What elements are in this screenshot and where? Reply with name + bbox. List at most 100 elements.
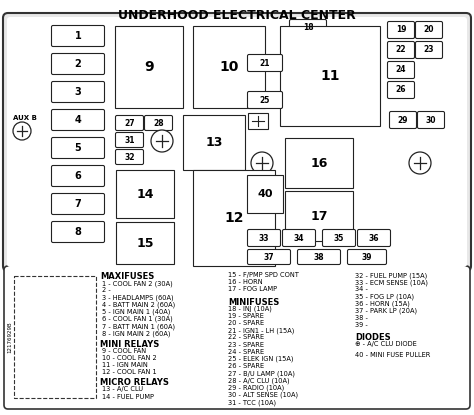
Bar [280, 26, 380, 126]
Text: MAXIFUSES: MAXIFUSES [100, 272, 154, 281]
Text: UNDERHOOD ELECTRICAL CENTER: UNDERHOOD ELECTRICAL CENTER [118, 9, 356, 22]
Text: 19: 19 [396, 25, 406, 34]
FancyBboxPatch shape [52, 110, 104, 130]
FancyBboxPatch shape [116, 132, 144, 147]
Text: 37: 37 [264, 252, 274, 261]
Text: 13 - A/C CLU: 13 - A/C CLU [102, 386, 143, 393]
FancyBboxPatch shape [247, 229, 281, 247]
Text: 11: 11 [320, 69, 340, 83]
FancyBboxPatch shape [416, 42, 443, 59]
Text: MINIFUSES: MINIFUSES [228, 298, 279, 307]
Bar [116, 222, 174, 264]
FancyBboxPatch shape [145, 115, 173, 130]
FancyBboxPatch shape [247, 54, 283, 71]
Text: 6 - COOL FAN 1 (30A): 6 - COOL FAN 1 (30A) [102, 316, 173, 322]
FancyBboxPatch shape [388, 61, 414, 78]
Text: 25: 25 [260, 95, 270, 105]
Text: 4: 4 [74, 115, 82, 125]
Text: 33: 33 [259, 234, 269, 242]
Text: 16: 16 [310, 156, 328, 169]
Circle shape [151, 130, 173, 152]
Text: 24: 24 [396, 66, 406, 75]
Text: 39: 39 [362, 252, 372, 261]
Text: 33 - ECM SENSE (10A): 33 - ECM SENSE (10A) [355, 279, 428, 286]
Text: 35 - FOG LP (10A): 35 - FOG LP (10A) [355, 293, 414, 300]
Text: 40: 40 [257, 189, 273, 199]
FancyBboxPatch shape [247, 91, 283, 108]
Text: 30 - ALT SENSE (10A): 30 - ALT SENSE (10A) [228, 392, 298, 398]
Text: 18 - INJ (10A): 18 - INJ (10A) [228, 305, 272, 312]
Text: 9 - COOL FAN: 9 - COOL FAN [102, 348, 146, 354]
Text: 37 - PARK LP (20A): 37 - PARK LP (20A) [355, 308, 417, 315]
Text: 5 - IGN MAIN 1 (40A): 5 - IGN MAIN 1 (40A) [102, 309, 170, 315]
Bar [116, 170, 174, 218]
Text: 14: 14 [136, 188, 154, 200]
FancyBboxPatch shape [357, 229, 391, 247]
Text: 32 - FUEL PUMP (15A): 32 - FUEL PUMP (15A) [355, 272, 427, 278]
FancyBboxPatch shape [116, 149, 144, 164]
Text: 4 - BATT MAIN 2 (60A): 4 - BATT MAIN 2 (60A) [102, 302, 175, 308]
Text: 22: 22 [396, 46, 406, 54]
Bar [115, 26, 183, 108]
Text: 38 -: 38 - [355, 315, 368, 321]
Text: 40 - MINI FUSE PULLER: 40 - MINI FUSE PULLER [355, 352, 430, 358]
Text: 25 - ELEK IGN (15A): 25 - ELEK IGN (15A) [228, 356, 293, 362]
FancyBboxPatch shape [52, 166, 104, 186]
FancyBboxPatch shape [416, 22, 443, 39]
FancyBboxPatch shape [283, 229, 316, 247]
Text: 15: 15 [136, 237, 154, 249]
Text: 10 - COOL FAN 2: 10 - COOL FAN 2 [102, 355, 157, 361]
Text: 1 - COOL FAN 2 (30A): 1 - COOL FAN 2 (30A) [102, 280, 173, 286]
FancyBboxPatch shape [247, 249, 291, 264]
FancyBboxPatch shape [388, 42, 414, 59]
Text: 12: 12 [224, 211, 244, 225]
FancyBboxPatch shape [52, 81, 104, 103]
Text: 2: 2 [74, 59, 82, 69]
FancyBboxPatch shape [52, 222, 104, 242]
FancyBboxPatch shape [52, 137, 104, 159]
FancyBboxPatch shape [322, 229, 356, 247]
FancyBboxPatch shape [7, 17, 467, 267]
Bar [193, 26, 265, 108]
Text: 14 - FUEL PUMP: 14 - FUEL PUMP [102, 393, 154, 400]
Text: 36 - HORN (15A): 36 - HORN (15A) [355, 301, 410, 307]
Text: 19 - SPARE: 19 - SPARE [228, 313, 264, 319]
Text: 22 - SPARE: 22 - SPARE [228, 334, 264, 340]
Circle shape [409, 152, 431, 174]
Text: 6: 6 [74, 171, 82, 181]
Text: 29: 29 [398, 115, 408, 124]
Text: MINI RELAYS: MINI RELAYS [100, 339, 159, 349]
Text: 26: 26 [396, 85, 406, 95]
Text: 17: 17 [310, 210, 328, 222]
Circle shape [251, 152, 273, 174]
FancyBboxPatch shape [388, 81, 414, 98]
Text: 34: 34 [294, 234, 304, 242]
Text: 21 - IGN1 - LH (15A): 21 - IGN1 - LH (15A) [228, 327, 294, 334]
Text: 7 - BATT MAIN 1 (60A): 7 - BATT MAIN 1 (60A) [102, 323, 175, 330]
Text: 23 - SPARE: 23 - SPARE [228, 342, 264, 348]
FancyBboxPatch shape [418, 112, 445, 129]
FancyBboxPatch shape [52, 193, 104, 215]
Text: 23: 23 [424, 46, 434, 54]
Text: 12176929B: 12176929B [8, 321, 12, 353]
Bar [285, 138, 353, 188]
Text: 16 - HORN: 16 - HORN [228, 279, 263, 285]
Text: 32: 32 [124, 152, 135, 161]
Text: 12 - COOL FAN 1: 12 - COOL FAN 1 [102, 369, 156, 375]
FancyBboxPatch shape [347, 249, 386, 264]
Text: 10: 10 [219, 60, 239, 74]
Text: 21: 21 [260, 59, 270, 68]
Text: 13: 13 [205, 136, 223, 149]
Text: 29 - RADIO (10A): 29 - RADIO (10A) [228, 385, 284, 391]
Text: 1: 1 [74, 31, 82, 41]
Text: 20: 20 [424, 25, 434, 34]
FancyBboxPatch shape [390, 112, 417, 129]
Text: 39 -: 39 - [355, 322, 368, 328]
Text: MICRO RELAYS: MICRO RELAYS [100, 378, 169, 387]
Text: DIODES: DIODES [355, 332, 391, 342]
Text: 38: 38 [314, 252, 324, 261]
Bar [247, 175, 283, 213]
Text: 34 -: 34 - [355, 286, 368, 293]
Text: 27 - B/U LAMP (10A): 27 - B/U LAMP (10A) [228, 371, 295, 377]
Text: 28 - A/C CLU (10A): 28 - A/C CLU (10A) [228, 378, 290, 384]
